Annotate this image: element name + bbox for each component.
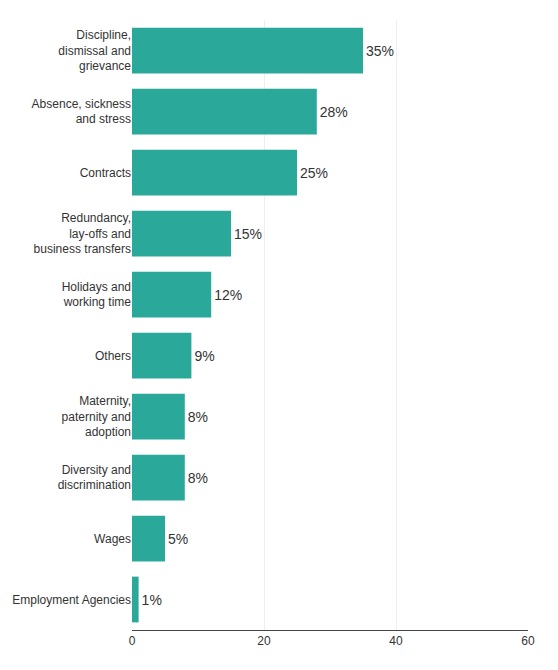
svg-text:60: 60: [521, 634, 535, 648]
svg-text:0: 0: [129, 634, 136, 648]
svg-text:Redundancy,lay-offs andbusines: Redundancy,lay-offs andbusiness transfer…: [34, 211, 131, 256]
svg-text:Others: Others: [95, 349, 131, 363]
svg-text:28%: 28%: [320, 104, 348, 120]
svg-text:25%: 25%: [300, 165, 328, 181]
svg-text:Holidays andworking time: Holidays andworking time: [62, 280, 132, 310]
svg-text:35%: 35%: [366, 43, 394, 59]
svg-text:Contracts: Contracts: [80, 166, 131, 180]
svg-text:40: 40: [389, 634, 403, 648]
svg-text:20: 20: [257, 634, 271, 648]
svg-text:8%: 8%: [188, 470, 208, 486]
svg-text:9%: 9%: [194, 348, 214, 364]
svg-text:Diversity anddiscrimination: Diversity anddiscrimination: [58, 463, 131, 493]
svg-text:Absence, sicknessand stress: Absence, sicknessand stress: [32, 97, 131, 127]
svg-text:Wages: Wages: [94, 532, 131, 546]
svg-text:12%: 12%: [214, 287, 242, 303]
svg-text:Discipline,dismissal andgrieva: Discipline,dismissal andgrievance: [58, 28, 131, 73]
svg-text:8%: 8%: [188, 409, 208, 425]
svg-text:Maternity,paternity andadoptio: Maternity,paternity andadoption: [62, 394, 131, 439]
svg-text:1%: 1%: [142, 592, 162, 608]
svg-text:Employment Agencies: Employment Agencies: [12, 593, 131, 607]
svg-text:5%: 5%: [168, 531, 188, 547]
svg-text:15%: 15%: [234, 226, 262, 242]
